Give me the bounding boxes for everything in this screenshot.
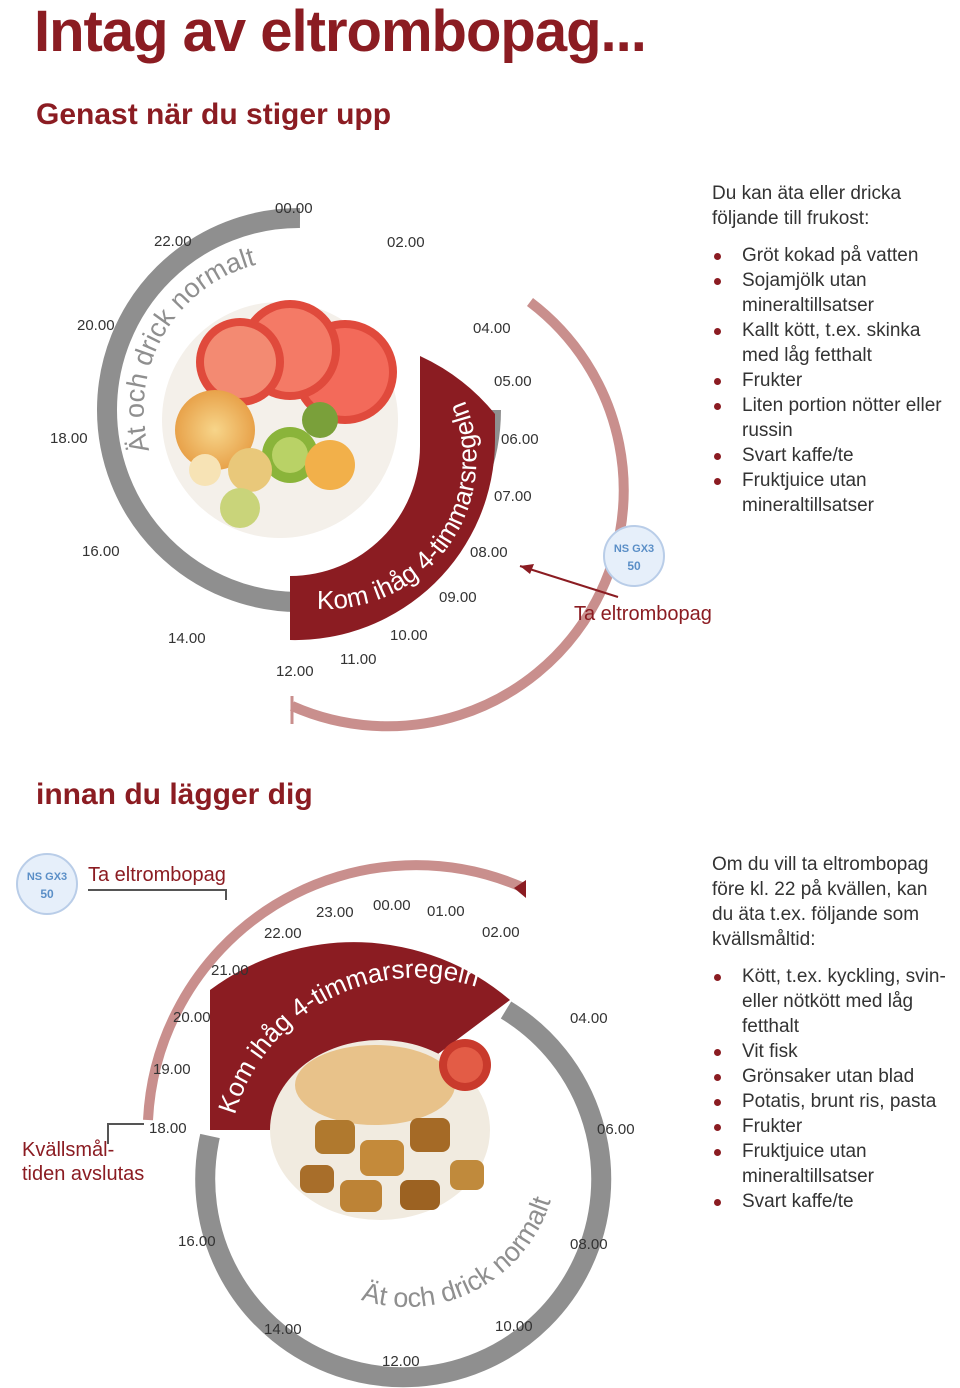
svg-text:50: 50 bbox=[627, 559, 641, 573]
evening-hour-ticks: 23.00 00.00 01.00 02.00 22.00 21.00 20.0… bbox=[149, 897, 635, 1370]
evening-clock-diagram: Kom ihåg 4-timmarsregeln Ät och drick no… bbox=[16, 853, 635, 1388]
list-item: Kallt kött, t.ex. skinka med låg fetthal… bbox=[712, 318, 952, 368]
svg-text:16.00: 16.00 bbox=[82, 543, 120, 560]
svg-text:09.00: 09.00 bbox=[439, 589, 477, 606]
list-item: Svart kaffe/te bbox=[712, 443, 952, 468]
dinner-food-image bbox=[270, 1039, 491, 1220]
page-title: Intag av eltrombopag... bbox=[34, 0, 647, 64]
svg-text:08.00: 08.00 bbox=[470, 544, 508, 561]
breakfast-intro: Du kan äta eller dricka följande till fr… bbox=[712, 183, 902, 229]
svg-text:05.00: 05.00 bbox=[494, 373, 532, 390]
morning-heading: Genast när du stiger upp bbox=[36, 98, 392, 131]
svg-text:01.00: 01.00 bbox=[427, 903, 465, 920]
list-item: Gröt kokad på vatten bbox=[712, 243, 952, 268]
svg-text:23.00: 23.00 bbox=[316, 904, 354, 921]
list-item: Svart kaffe/te bbox=[712, 1189, 952, 1214]
take-eltrombopag-label: Ta eltrombopag bbox=[88, 864, 226, 886]
svg-text:07.00: 07.00 bbox=[494, 488, 532, 505]
list-item: Frukter bbox=[712, 368, 952, 393]
dinner-list: Kött, t.ex. kyckling, svin- eller nötköt… bbox=[712, 964, 952, 1214]
svg-text:00.00: 00.00 bbox=[373, 897, 411, 914]
svg-text:14.00: 14.00 bbox=[168, 630, 206, 647]
svg-text:20.00: 20.00 bbox=[173, 1009, 211, 1026]
svg-text:18.00: 18.00 bbox=[149, 1120, 187, 1137]
window-arc bbox=[289, 298, 629, 732]
svg-text:NS GX3: NS GX3 bbox=[27, 871, 67, 883]
rule-sector bbox=[290, 356, 495, 641]
svg-text:22.00: 22.00 bbox=[264, 925, 302, 942]
svg-text:10.00: 10.00 bbox=[495, 1318, 533, 1335]
rule-sector bbox=[210, 942, 510, 1130]
meal-end-label-line1: Kvällsmål- bbox=[22, 1139, 114, 1161]
svg-text:22.00: 22.00 bbox=[154, 233, 192, 250]
breakfast-food-image bbox=[162, 300, 398, 538]
list-item: Frukter bbox=[712, 1114, 952, 1139]
svg-text:12.00: 12.00 bbox=[276, 663, 314, 680]
svg-text:20.00: 20.00 bbox=[77, 317, 115, 334]
svg-text:10.00: 10.00 bbox=[390, 627, 428, 644]
list-item: Liten portion nötter eller russin bbox=[712, 393, 952, 443]
svg-text:11.00: 11.00 bbox=[340, 651, 376, 668]
morning-clock-diagram: Ät och drick normalt Kom ihåg 4-timmarsr… bbox=[50, 200, 712, 732]
svg-text:16.00: 16.00 bbox=[178, 1233, 216, 1250]
take-eltrombopag-label: Ta eltrombopag bbox=[574, 603, 712, 625]
breakfast-list: Gröt kokad på vatten Sojamjölk utan mine… bbox=[712, 243, 952, 518]
dinner-intro: Om du vill ta eltrombopag före kl. 22 på… bbox=[712, 854, 929, 950]
svg-text:08.00: 08.00 bbox=[570, 1236, 608, 1253]
list-item: Potatis, brunt ris, pasta bbox=[712, 1089, 952, 1114]
list-item: Vit fisk bbox=[712, 1039, 952, 1064]
svg-text:14.00: 14.00 bbox=[264, 1321, 302, 1338]
breakfast-info: Du kan äta eller dricka följande till fr… bbox=[712, 181, 952, 518]
svg-text:19.00: 19.00 bbox=[153, 1061, 191, 1078]
meal-end-label-line2: tiden avslutas bbox=[22, 1163, 144, 1185]
eat-ring bbox=[195, 1001, 612, 1388]
list-item: Sojamjölk utan mineraltillsatser bbox=[712, 268, 952, 318]
svg-text:04.00: 04.00 bbox=[473, 320, 511, 337]
list-item: Grönsaker utan blad bbox=[712, 1064, 952, 1089]
svg-text:NS GX3: NS GX3 bbox=[614, 543, 654, 555]
svg-text:00.00: 00.00 bbox=[275, 200, 313, 217]
svg-text:18.00: 18.00 bbox=[50, 430, 88, 447]
svg-text:21.00: 21.00 bbox=[211, 962, 249, 979]
pill-icon: NS GX3 50 bbox=[16, 853, 78, 915]
svg-text:12.00: 12.00 bbox=[382, 1353, 420, 1370]
svg-text:06.00: 06.00 bbox=[501, 431, 539, 448]
svg-text:06.00: 06.00 bbox=[597, 1121, 635, 1138]
list-item: Fruktjuice utan mineraltillsatser bbox=[712, 1139, 952, 1189]
pill-icon: NS GX3 50 bbox=[603, 525, 665, 587]
window-arc bbox=[143, 860, 527, 1121]
morning-hour-ticks: 00.00 02.00 04.00 05.00 06.00 07.00 08.0… bbox=[50, 200, 539, 680]
svg-text:02.00: 02.00 bbox=[387, 234, 425, 251]
dinner-info: Om du vill ta eltrombopag före kl. 22 på… bbox=[712, 852, 952, 1214]
svg-text:04.00: 04.00 bbox=[570, 1010, 608, 1027]
evening-heading: innan du lägger dig bbox=[36, 778, 313, 811]
svg-text:02.00: 02.00 bbox=[482, 924, 520, 941]
svg-text:50: 50 bbox=[40, 887, 54, 901]
list-item: Fruktjuice utan mineraltillsatser bbox=[712, 468, 952, 518]
list-item: Kött, t.ex. kyckling, svin- eller nötköt… bbox=[712, 964, 952, 1039]
